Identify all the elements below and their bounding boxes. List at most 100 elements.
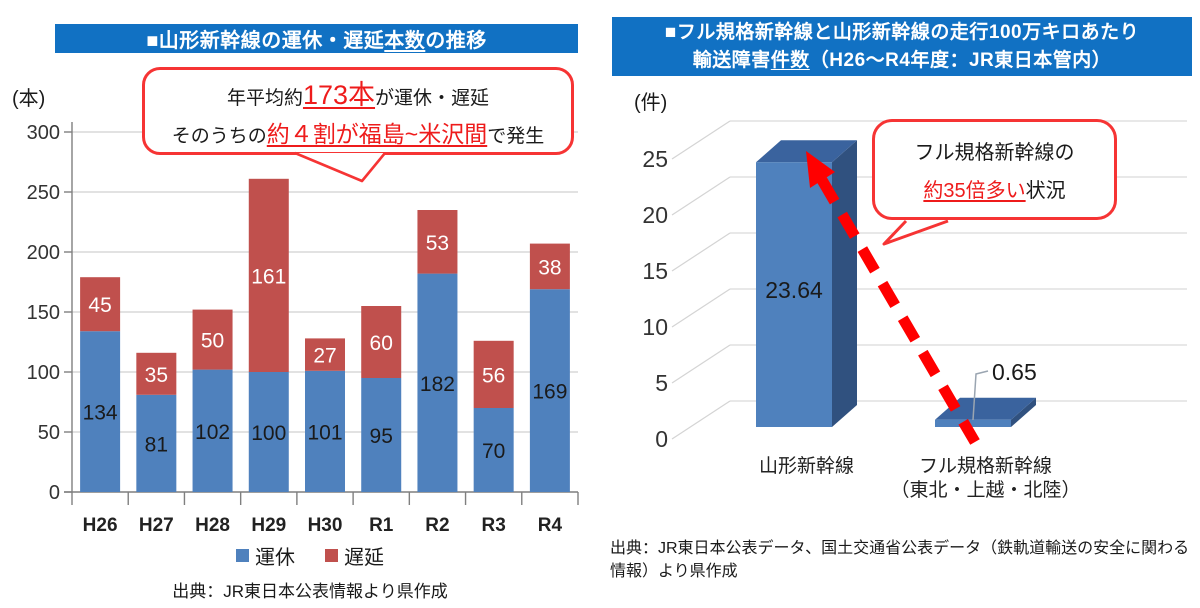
bar-value-label-delay: 53 — [426, 232, 449, 255]
right-y-axis-unit: (件) — [634, 92, 668, 114]
bar-value-label-cancel: 101 — [307, 421, 342, 444]
bar-value-label-cancel: 134 — [83, 402, 118, 425]
stack-bar-r1-cancel — [361, 378, 402, 492]
left-x-tick-label: R3 — [482, 515, 506, 536]
stack-bar-r3-delay — [473, 340, 514, 408]
bar-value-label-cancel: 102 — [195, 421, 230, 444]
left-x-tick-label: H27 — [139, 515, 174, 536]
value-leader-line — [972, 370, 989, 421]
stack-bar-r4-cancel — [529, 289, 570, 492]
legend-item-1: 遅延 — [325, 541, 384, 570]
emphasis-arrow — [806, 151, 980, 445]
text-segment: の推移 — [425, 30, 487, 52]
bar-value-label-cancel: 169 — [532, 381, 567, 404]
right-chart-source: 出典：JR東日本公表データ、国土交通省公表データ（鉄軌道輸送の安全に関わる情報）… — [610, 540, 1190, 580]
bar-value-label-delay: 45 — [88, 294, 111, 317]
left-x-tick-label: R4 — [538, 515, 563, 536]
left-chart-legend: 運休 遅延 — [120, 541, 500, 570]
arrowhead-icon — [806, 151, 835, 188]
right-x-category-label: 山形新幹線 — [759, 455, 854, 477]
left-bars: 134 45 H26 81 35 H27 102 50 H28 100 161 H29 101 27 H30… — [80, 178, 570, 536]
bar-value-label-delay: 38 — [538, 256, 561, 279]
left-x-tick-label: H29 — [251, 515, 286, 536]
text-segment: で発生 — [487, 126, 545, 147]
text-segment: そのうちの — [171, 126, 267, 147]
left-y-axis-unit: (本) — [12, 88, 46, 110]
right-y-tick-label: 0 — [655, 426, 668, 452]
bar3d-side-face — [1011, 397, 1036, 427]
bar3d-side-face — [832, 140, 857, 427]
legend-swatch-icon — [236, 549, 249, 562]
right-annotation-callout: フル規格新幹線の 約35倍多い 状況 — [872, 119, 1117, 220]
text-segment: 約４割が福島~米沢間 — [266, 121, 488, 147]
left-callout-tail-icon — [294, 151, 387, 183]
bar-value-label-delay: 56 — [482, 364, 505, 387]
left-annotation-callout: 年平均約 173本 が運休・遅延 そのうちの 約４割が福島~米沢間 で発生 — [142, 67, 574, 155]
right-y-tick-label: 15 — [642, 258, 668, 284]
left-annotation-line2: そのうちの 約４割が福島~米沢間 で発生 — [172, 115, 544, 149]
text-segment: 約35倍多い — [923, 180, 1026, 202]
stack-bar-h29-delay — [248, 178, 289, 372]
right-y-tick-label: 5 — [655, 370, 668, 396]
right-bars: 山形新幹線 フル規格新幹線（東北・上越・北陸） 23.64 — [756, 140, 1081, 501]
right-chart-title-line1: ■フル規格新幹線と山形新幹線の走行100万キロあたり — [665, 19, 1139, 47]
stack-bar-h30-cancel — [305, 370, 345, 492]
stack-bar-r2-cancel — [417, 273, 458, 492]
right-y-tick-label: 20 — [642, 202, 668, 228]
legend-label: 遅延 — [344, 547, 384, 569]
bar-value-label-delay: 50 — [201, 330, 224, 353]
legend-label: 運休 — [255, 547, 295, 569]
left-x-tick-label: H28 — [195, 515, 230, 536]
text-segment: 本数 — [384, 30, 426, 52]
bar-value-label-cancel: 182 — [420, 373, 455, 396]
left-y-tick-label: 150 — [27, 302, 60, 324]
left-x-tick-label: H30 — [308, 515, 343, 536]
right-x-category-label: フル規格新幹線 — [919, 455, 1052, 477]
stack-bar-h26-delay — [80, 277, 121, 332]
bar-value-label-delay: 27 — [313, 345, 336, 368]
bar-value-label-cancel: 81 — [145, 433, 168, 456]
text-segment: ■山形新幹線の運休・遅延 — [146, 30, 385, 52]
bar-value-label-delay: 161 — [251, 265, 286, 288]
stack-bar-r2-delay — [417, 210, 458, 274]
bar3d-front-face-1 — [935, 419, 1011, 427]
stack-bar-r4-delay — [529, 243, 570, 290]
stack-bar-r1-delay — [361, 306, 402, 378]
legend-item-0: 運休 — [236, 541, 295, 570]
stack-bar-h26-cancel — [80, 331, 121, 492]
bar-value-label-delay: 60 — [370, 332, 393, 355]
bar-value-label-cancel: 70 — [482, 440, 505, 463]
left-x-tick-label: R1 — [369, 515, 394, 536]
stack-bar-h29-cancel — [248, 372, 289, 492]
right-annotation-line2: 約35倍多い 状況 — [923, 174, 1065, 203]
left-chart-title: ■山形新幹線の運休・遅延本数の推移 — [55, 24, 578, 53]
bar-value-label-full-spec: 0.65 — [992, 359, 1037, 385]
left-x-tick-label: H26 — [83, 515, 118, 536]
bar3d-top-face — [935, 397, 1036, 420]
left-x-tick-label: R2 — [425, 515, 449, 536]
right-chart-title-line2: 輸送障害件数（H26～R4年度：JR東日本管内） — [693, 47, 1111, 75]
left-axes: 0 50 100 150 200 250 300 — [27, 122, 579, 505]
bar-value-label-cancel: 100 — [251, 422, 286, 445]
stack-bar-r3-cancel — [473, 408, 514, 492]
bar3d-top-face — [756, 140, 857, 163]
right-annotation-line1: フル規格新幹線の — [915, 136, 1075, 165]
left-chart-title-text: ■山形新幹線の運休・遅延本数の推移 — [146, 24, 487, 53]
right-chart-3d-bars: 0 5 10 15 20 25 山形新幹線 フル規格新幹線（東北・上越・北陸） 23.64 0.6… — [642, 120, 1187, 501]
right-y-tick-label: 25 — [642, 146, 668, 172]
text-segment: フル規格新幹線の — [914, 142, 1075, 164]
legend-swatch-icon — [325, 549, 338, 562]
bar-value-label-yamagata: 23.64 — [765, 277, 823, 303]
left-y-tick-label: 250 — [27, 182, 60, 204]
text-segment: ■フル規格新幹線と山形新幹線の走行100万キロあたり — [664, 21, 1140, 43]
stack-bar-h28-cancel — [192, 369, 233, 492]
right-chart-title: ■フル規格新幹線と山形新幹線の走行100万キロあたり 輸送障害件数（H26～R4… — [612, 17, 1192, 76]
left-y-tick-label: 200 — [27, 242, 60, 264]
stack-bar-h27-delay — [136, 352, 177, 395]
text-segment: 件数 — [770, 49, 810, 71]
right-x-category-label: （東北・上越・北陸） — [890, 479, 1080, 501]
bar-value-label-delay: 35 — [145, 364, 168, 387]
left-y-tick-label: 0 — [49, 482, 60, 504]
text-segment: 年平均約 — [226, 88, 303, 109]
